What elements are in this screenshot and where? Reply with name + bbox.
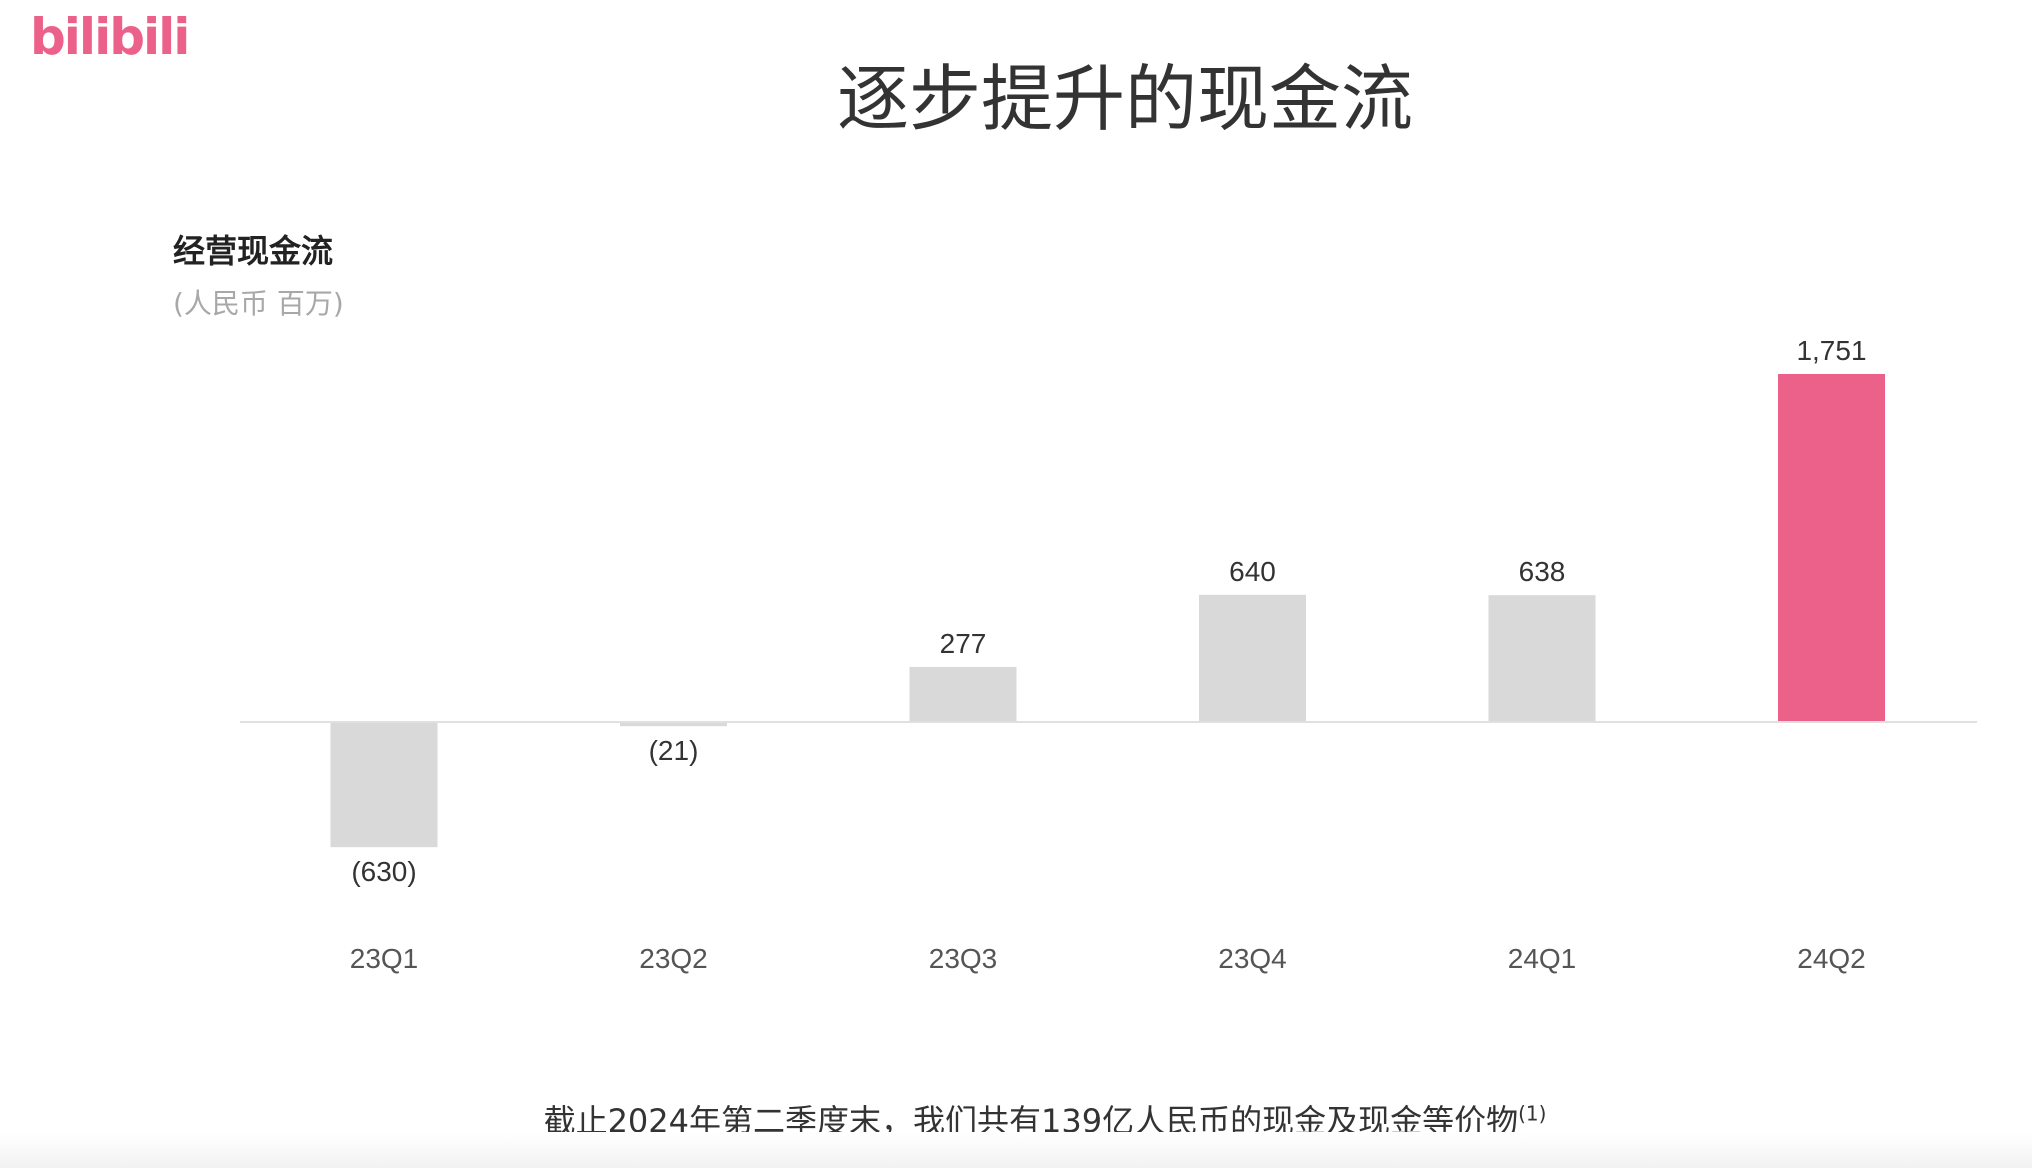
labels-layer: (630) 23Q1 (21) 23Q2 277 23Q3 640 23Q4 638 24Q1 1,… <box>350 335 1867 974</box>
value-label-24Q2: 1,751 <box>1796 335 1866 366</box>
value-label-23Q2: (21) <box>649 735 699 766</box>
category-label-24Q2: 24Q2 <box>1797 943 1866 974</box>
value-label-23Q4: 640 <box>1229 556 1276 587</box>
category-label-23Q4: 23Q4 <box>1218 943 1287 974</box>
value-label-23Q3: 277 <box>940 628 987 659</box>
bar-24Q2 <box>1778 374 1885 722</box>
bar-23Q1 <box>330 722 438 848</box>
footnote-reference: (1) <box>1518 1101 1547 1126</box>
category-label-23Q2: 23Q2 <box>639 943 708 974</box>
bars-layer <box>330 374 1885 848</box>
chart-unit-label: (人民币 百万) <box>173 287 344 320</box>
page-title: 逐步提升的现金流 <box>836 57 1413 141</box>
bar-23Q3 <box>909 666 1017 722</box>
category-label-24Q1: 24Q1 <box>1508 943 1577 974</box>
bilibili-logo: bilibili <box>30 8 190 66</box>
bar-23Q4 <box>1199 594 1306 722</box>
category-label-23Q1: 23Q1 <box>350 943 419 974</box>
chart-title: 经营现金流 <box>173 232 334 270</box>
bar-23Q2 <box>620 722 727 727</box>
bar-24Q1 <box>1488 595 1596 722</box>
value-label-23Q1: (630) <box>351 856 416 887</box>
bottom-fade <box>0 1132 2032 1168</box>
value-label-24Q1: 638 <box>1519 556 1566 587</box>
category-label-23Q3: 23Q3 <box>929 943 998 974</box>
